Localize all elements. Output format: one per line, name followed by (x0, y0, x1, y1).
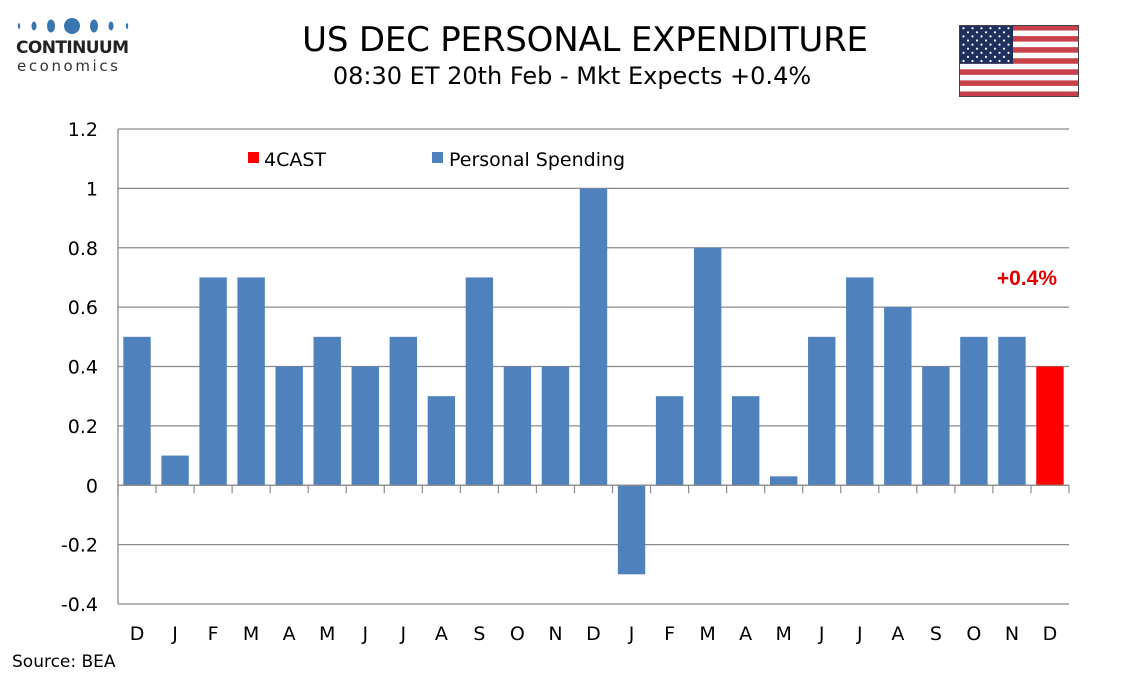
logo-subtitle: economics (17, 57, 121, 75)
x-tick-label: D (1043, 623, 1058, 645)
chart-subtitle: 08:30 ET 20th Feb - Mkt Expects +0.4% (332, 62, 812, 90)
logo-name: CONTINUUM (16, 38, 129, 58)
bar-forecast (1036, 366, 1064, 486)
x-tick-label: A (283, 623, 296, 645)
bar-personal-spending (389, 336, 417, 486)
x-tick-label: D (130, 623, 145, 645)
x-tick-label: A (739, 623, 752, 645)
bar-personal-spending (199, 277, 227, 486)
legend-swatch-4cast (248, 152, 259, 163)
legend: 4CAST Personal Spending (248, 149, 625, 171)
x-tick-label: J (628, 623, 635, 645)
bar-personal-spending (541, 366, 570, 486)
bar-personal-spending (427, 396, 456, 486)
us-flag-icon (959, 25, 1079, 97)
y-tick-label: -0.4 (61, 594, 98, 616)
x-tick-label: S (473, 623, 485, 645)
y-tick-label: 1 (86, 178, 98, 200)
bar-personal-spending (161, 455, 189, 486)
x-tick-label: A (891, 623, 904, 645)
bar-personal-spending (351, 366, 379, 486)
bar-personal-spending (884, 307, 912, 486)
x-tick-label: N (1005, 623, 1019, 645)
bars (123, 188, 1064, 575)
continuum-economics-logo: CONTINUUM economics (14, 14, 134, 78)
legend-swatch-personal-spending (432, 152, 443, 163)
bar-personal-spending (579, 188, 608, 486)
x-tick-label: N (548, 623, 562, 645)
chart-title: US DEC PERSONAL EXPENDITURE (302, 20, 868, 60)
x-tick-label: J (171, 623, 178, 645)
y-tick-label: 0.2 (68, 416, 98, 438)
bar-personal-spending (693, 247, 722, 486)
x-tick-label: J (361, 623, 368, 645)
bar-personal-spending (275, 366, 303, 486)
forecast-annotation: +0.4% (997, 267, 1057, 290)
y-tick-label: 0 (86, 475, 98, 497)
x-tick-label: F (664, 623, 675, 645)
bar-personal-spending (922, 366, 950, 486)
bar-personal-spending (998, 336, 1026, 486)
x-tick-label: M (775, 623, 791, 645)
bar-personal-spending (846, 277, 874, 486)
x-tick-label: J (399, 623, 406, 645)
x-tick-label: D (586, 623, 601, 645)
bar-personal-spending (313, 336, 341, 486)
legend-label-personal-spending: Personal Spending (449, 149, 625, 171)
bar-personal-spending (503, 366, 532, 486)
x-tick-label: M (699, 623, 715, 645)
legend-label-4cast: 4CAST (264, 149, 326, 171)
bar-personal-spending (617, 485, 646, 575)
y-tick-label: -0.2 (61, 535, 98, 557)
x-tick-label: S (930, 623, 942, 645)
y-tick-label: 0.8 (68, 238, 98, 260)
bar-personal-spending (960, 336, 988, 486)
x-tick-label: J (856, 623, 863, 645)
bar-personal-spending (123, 336, 151, 486)
axes (117, 129, 1070, 604)
x-tick-label: J (818, 623, 825, 645)
source-note: Source: BEA (12, 652, 116, 672)
bar-personal-spending (237, 277, 265, 486)
x-tick-label: O (966, 623, 981, 645)
y-axis-tick-labels: 1.2 1 0.8 0.6 0.4 0.2 0 -0.2 -0.4 (61, 119, 98, 616)
y-tick-label: 0.6 (68, 297, 98, 319)
bar-personal-spending (465, 277, 494, 486)
y-tick-label: 1.2 (68, 119, 98, 141)
x-tick-label: M (319, 623, 335, 645)
bar-personal-spending (808, 336, 836, 486)
bar-personal-spending (655, 396, 684, 486)
bar-personal-spending (770, 476, 798, 486)
x-tick-label: M (243, 623, 259, 645)
x-tick-label: F (208, 623, 219, 645)
y-tick-label: 0.4 (68, 357, 98, 379)
bar-personal-spending (731, 396, 760, 486)
x-tick-label: O (510, 623, 525, 645)
logo-dots-icon (17, 18, 129, 34)
x-tick-label: A (435, 623, 448, 645)
